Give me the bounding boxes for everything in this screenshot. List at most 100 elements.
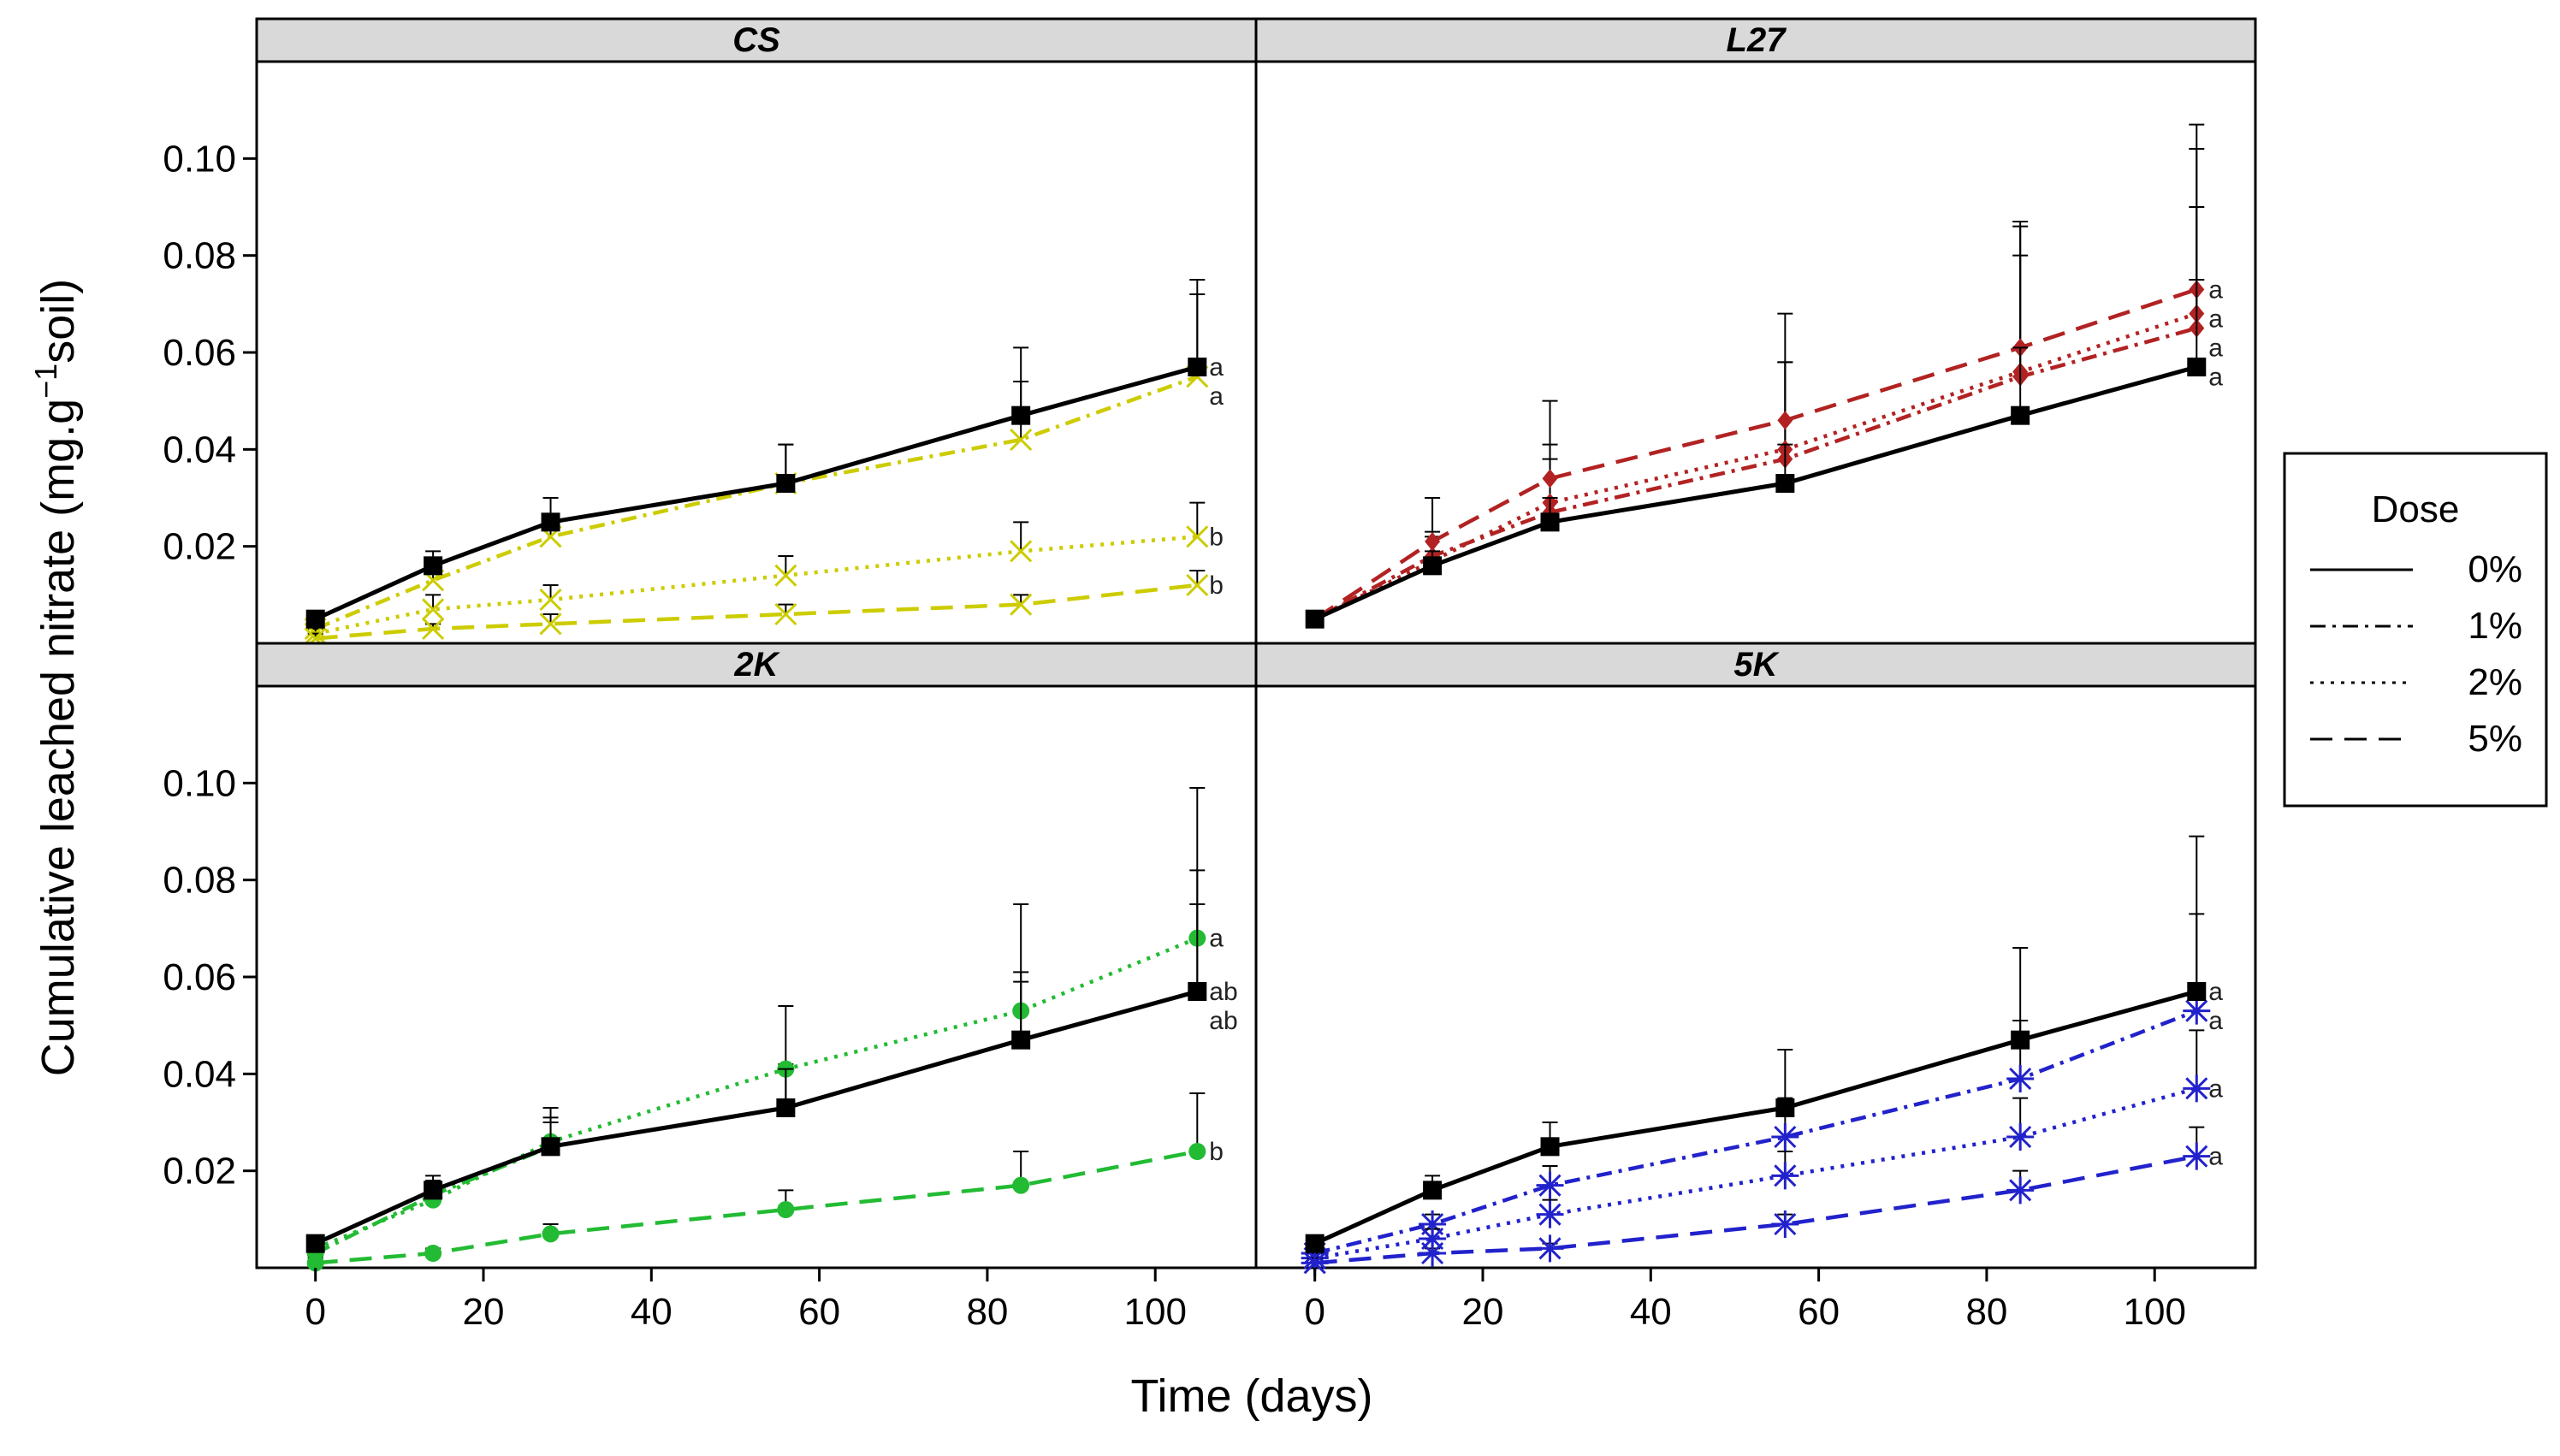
legend-box [2283, 452, 2548, 808]
strip-2k [255, 642, 1258, 688]
point-cross [1010, 593, 1033, 616]
point-square [424, 556, 443, 576]
legend-label: 1% [2468, 605, 2522, 647]
x-tick-label: 60 [1798, 1291, 1840, 1333]
point-asterisk [1536, 1234, 1564, 1263]
point-asterisk [2183, 997, 2211, 1025]
point-cross [1010, 428, 1033, 452]
point-cross [422, 617, 445, 641]
strip-label-2k: 2K [733, 646, 780, 684]
strip-label-5k: 5K [1733, 646, 1780, 684]
point-square [2011, 1030, 2030, 1050]
point-square [1305, 609, 1324, 629]
series-line [1313, 364, 2197, 621]
y-tick-label: 0.10 [163, 138, 236, 180]
x-tick-label: 40 [1630, 1291, 1672, 1333]
series-line [1314, 1154, 2197, 1265]
point-circle [1012, 1176, 1030, 1194]
point-square [424, 1181, 443, 1200]
y-tick-label: 0.06 [163, 956, 236, 998]
point-asterisk [2006, 1065, 2035, 1092]
significance-label: a [1209, 925, 1224, 953]
strip-cs [255, 17, 1258, 63]
x-tick-label: 100 [1124, 1291, 1187, 1333]
strip-l27 [1254, 17, 2257, 63]
series-5k-2pct [1301, 1029, 2211, 1272]
significance-label: a [2208, 334, 2223, 362]
point-square [1775, 474, 1795, 493]
point-diamond [1777, 411, 1793, 430]
point-square [1188, 358, 1207, 376]
point-square [1188, 982, 1207, 1001]
point-circle [1188, 1143, 1206, 1160]
legend-label: 5% [2468, 718, 2522, 760]
point-asterisk [1771, 1210, 1799, 1238]
series-cs-1pct [304, 293, 1209, 641]
series-line [314, 375, 1199, 631]
y-axis-title-superscript: −1 [28, 364, 63, 399]
point-square [1423, 1181, 1443, 1200]
series-cs-5pct [304, 570, 1209, 650]
legend-entry-1pct: 1% [2310, 605, 2522, 647]
x-tick-label: 40 [631, 1291, 673, 1333]
significance-label: a [2208, 275, 2223, 304]
y-axis-title-end: soil) [33, 279, 84, 364]
y-tick-label: 0.02 [163, 526, 236, 568]
y-axis-title-main: Cumulative leached nitrate (mg.g [33, 399, 84, 1076]
significance-label: ab [1209, 1007, 1237, 1035]
point-square [1540, 512, 1560, 532]
legend-label: 2% [2468, 661, 2522, 703]
point-square [1775, 1098, 1795, 1117]
point-diamond [1425, 532, 1441, 551]
strip-5k [1254, 642, 2257, 688]
point-asterisk [1771, 1123, 1799, 1151]
point-cross [774, 602, 797, 626]
significance-label: ab [1209, 978, 1237, 1006]
series-cs-0pct [305, 279, 1207, 629]
significance-label: b [1209, 571, 1224, 600]
y-tick-label: 0.04 [163, 429, 236, 471]
series-5k-0pct [1305, 835, 2207, 1253]
y-tick-label: 0.02 [163, 1151, 236, 1193]
y-tick-label: 0.04 [163, 1053, 236, 1095]
point-asterisk [2006, 1176, 2035, 1204]
point-cross [539, 613, 562, 636]
point-square [305, 609, 325, 629]
series-line [315, 1149, 1198, 1265]
point-cross [539, 588, 562, 612]
point-square [541, 512, 560, 532]
point-asterisk [1419, 1225, 1447, 1252]
panel-border-cs [255, 60, 1258, 645]
significance-label: a [1209, 382, 1224, 411]
x-tick-label: 0 [1304, 1291, 1324, 1333]
x-tick-label: 80 [1965, 1291, 2007, 1333]
point-square [776, 474, 796, 493]
point-square [1011, 1030, 1031, 1050]
x-tick-label: 80 [966, 1291, 1008, 1333]
point-diamond [1542, 469, 1558, 488]
point-square [2187, 358, 2207, 376]
point-square [776, 1098, 796, 1117]
series-line [1313, 287, 2197, 621]
point-asterisk [2183, 1074, 2211, 1103]
significance-label: a [2208, 978, 2223, 1006]
y-axis-title: Cumulative leached nitrate (mg.g−1soil) [28, 279, 84, 1076]
point-cross [422, 598, 445, 621]
y-tick-label: 0.06 [163, 332, 236, 374]
point-circle [777, 1201, 795, 1218]
point-asterisk [1536, 1171, 1564, 1199]
point-circle [542, 1225, 560, 1243]
y-tick-label: 0.10 [163, 762, 236, 804]
series-line [315, 583, 1198, 641]
point-asterisk [1536, 1200, 1564, 1228]
x-tick-label: 100 [2124, 1291, 2186, 1333]
x-tick-label: 60 [798, 1291, 840, 1333]
legend: Dose 0% 1% 2% 5% [2283, 452, 2548, 808]
significance-label: b [1209, 523, 1224, 551]
x-tick-label: 20 [463, 1291, 505, 1333]
point-square [305, 1234, 325, 1253]
series-5k-5pct [1301, 1126, 2211, 1277]
